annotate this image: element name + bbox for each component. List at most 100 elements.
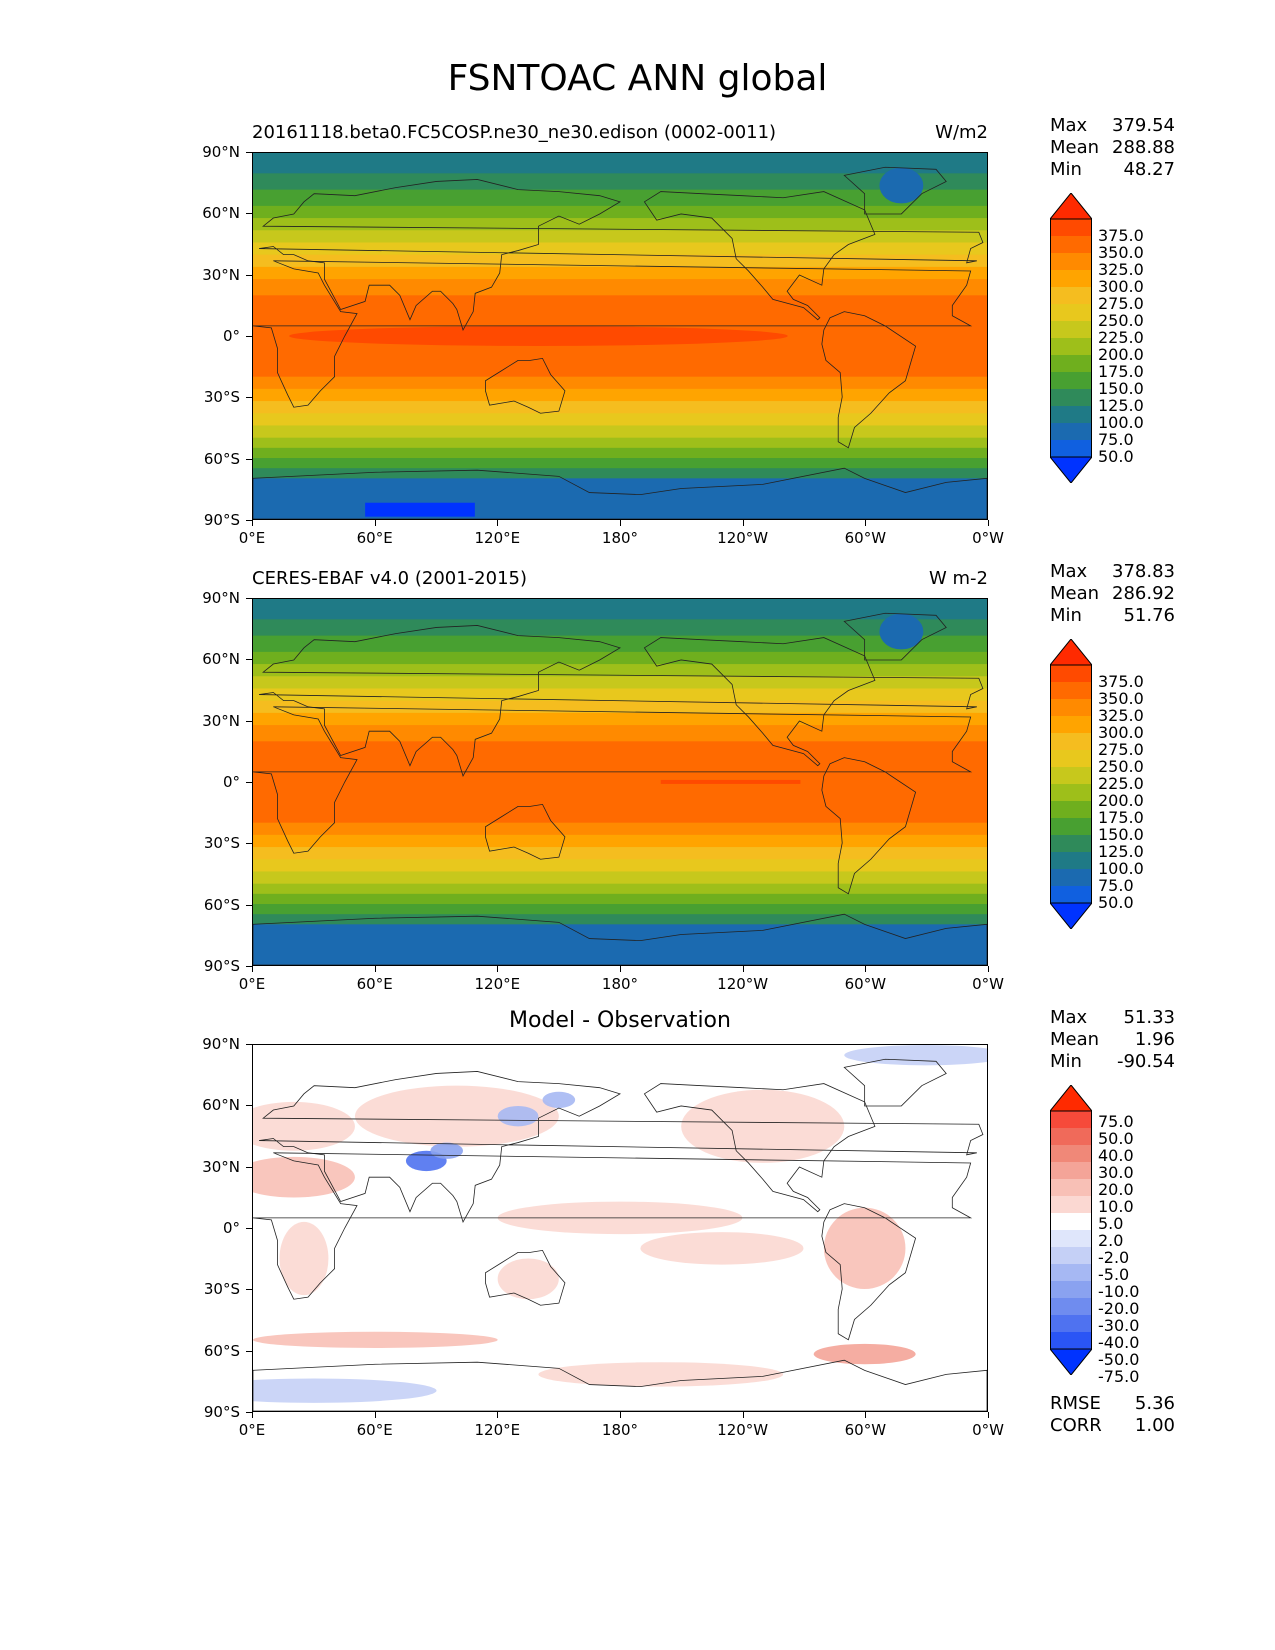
colorbar-label: 10.0 (1098, 1197, 1134, 1217)
colorbar-label: 350.0 (1098, 689, 1144, 708)
lat-tick-label: 0° (222, 327, 240, 345)
coastline (643, 1083, 876, 1213)
colorbar-label: 250.0 (1098, 311, 1144, 330)
lat-tick-label: 60°S (203, 895, 240, 914)
lat-tickmark (246, 1412, 252, 1413)
stat-row: Max 379.54 (1050, 115, 1175, 137)
colorbar-segment (1050, 1247, 1092, 1265)
colorbar-label: -30.0 (1098, 1316, 1140, 1336)
lat-tick-label: 90°S (203, 1403, 240, 1421)
lat-tickmark (246, 1044, 252, 1045)
colorbar-segment (1050, 1128, 1092, 1146)
latitude-band (253, 847, 987, 860)
colorbar-segment (1050, 1179, 1092, 1197)
metrics-block: RMSE 5.36 CORR 1.00 (1050, 1393, 1175, 1437)
lat-tickmark (246, 598, 252, 599)
colorbar-segment (1050, 733, 1092, 751)
panel-left-title: CERES-EBAF v4.0 (2001-2015) (252, 568, 528, 589)
colorbar (1050, 639, 1092, 929)
colorbar-label: 200.0 (1098, 345, 1144, 364)
colorbar-segment (1050, 1230, 1092, 1248)
metric-row: CORR 1.00 (1050, 1415, 1175, 1437)
lon-tickmark (865, 520, 867, 526)
diff-region (640, 1232, 804, 1265)
stat-label: Max (1050, 561, 1088, 582)
latitude-band (253, 376, 987, 390)
colorbar-label: 350.0 (1098, 243, 1144, 262)
lat-tickmark (246, 274, 252, 276)
latitude-band (253, 834, 987, 848)
colorbar-segment (1050, 270, 1092, 288)
lat-tick-label: 90°N (202, 1035, 240, 1053)
colorbar-label: 150.0 (1098, 379, 1144, 398)
lat-tick-label: 90°S (203, 957, 240, 975)
latitude-band (253, 676, 987, 689)
lon-tick-label: 60°W (844, 975, 887, 993)
lat-tick-label: 0° (222, 773, 240, 791)
lon-tickmark (742, 520, 744, 526)
lon-tick-label: 60°E (356, 529, 393, 547)
stat-row: Min 48.27 (1050, 159, 1175, 181)
stat-value: 378.83 (1112, 561, 1175, 582)
lat-tickmark (246, 1350, 252, 1352)
lon-tickmark (620, 966, 621, 972)
latitude-band (253, 725, 987, 742)
lon-tick-label: 120°W (717, 529, 769, 547)
colorbar-label: -10.0 (1098, 1282, 1140, 1302)
lat-tick-label: 90°N (202, 143, 240, 161)
stat-row: Min 51.76 (1050, 605, 1175, 627)
colorbar-label: 125.0 (1098, 396, 1144, 415)
colorbar-label: 225.0 (1098, 774, 1144, 793)
colorbar-label: 300.0 (1098, 277, 1144, 296)
lon-tickmark (497, 966, 499, 972)
lat-tickmark (246, 1289, 252, 1291)
lon-tick-label: 180° (601, 529, 639, 547)
diff-region (253, 1101, 355, 1151)
colorbar-frame (1050, 664, 1092, 904)
latitude-band (253, 189, 987, 207)
coastline (821, 757, 917, 895)
latitude-band (253, 712, 987, 726)
lon-tickmark (742, 966, 744, 972)
lon-tickmark (252, 966, 253, 972)
colorbar-label: 325.0 (1098, 260, 1144, 279)
colorbar-segment (1050, 682, 1092, 700)
lat-tick-label: 60°S (203, 1341, 240, 1360)
lat-tickmark (246, 336, 252, 337)
colorbar-extend-max (1050, 1085, 1092, 1112)
lat-tickmark (246, 213, 252, 215)
coastline (253, 706, 973, 854)
lon-tick-label: 120°E (474, 1421, 521, 1439)
lon-tickmark (865, 966, 867, 972)
colorbar-extend-max (1050, 193, 1092, 220)
stat-label: Mean (1050, 1029, 1100, 1050)
colorbar-segment (1050, 801, 1092, 819)
stat-row: Mean 1.96 (1050, 1029, 1175, 1051)
colorbar-segment (1050, 440, 1092, 458)
colorbar-segment (1050, 1145, 1092, 1163)
colorbar-frame (1050, 1110, 1092, 1350)
map-model (252, 152, 988, 520)
lat-tickmark (246, 1228, 252, 1229)
latitude-band (253, 401, 987, 414)
stat-value: 288.88 (1112, 137, 1175, 158)
colorbar-extend-max (1050, 639, 1092, 666)
metric-value: 5.36 (1134, 1393, 1175, 1414)
lon-tick-label: 180° (601, 1421, 639, 1439)
lon-tick-label: 60°E (356, 975, 393, 993)
colorbar (1050, 1085, 1092, 1375)
lon-tickmark (497, 520, 499, 526)
colorbar-segment (1050, 1315, 1092, 1333)
colorbar-segment (1050, 1264, 1092, 1282)
latitude-band (253, 859, 987, 872)
lat-tickmark (246, 152, 252, 153)
colorbar-frame (1050, 218, 1092, 458)
diff-region (253, 1331, 498, 1348)
lon-tick-label: 120°W (717, 1421, 769, 1439)
stat-label: Max (1050, 115, 1088, 136)
lat-tickmark (246, 1105, 252, 1107)
stat-label: Min (1050, 159, 1082, 180)
latitude-band (253, 242, 987, 256)
colorbar-extend-min (1050, 902, 1092, 929)
lon-tick-label: 60°W (844, 1421, 887, 1439)
